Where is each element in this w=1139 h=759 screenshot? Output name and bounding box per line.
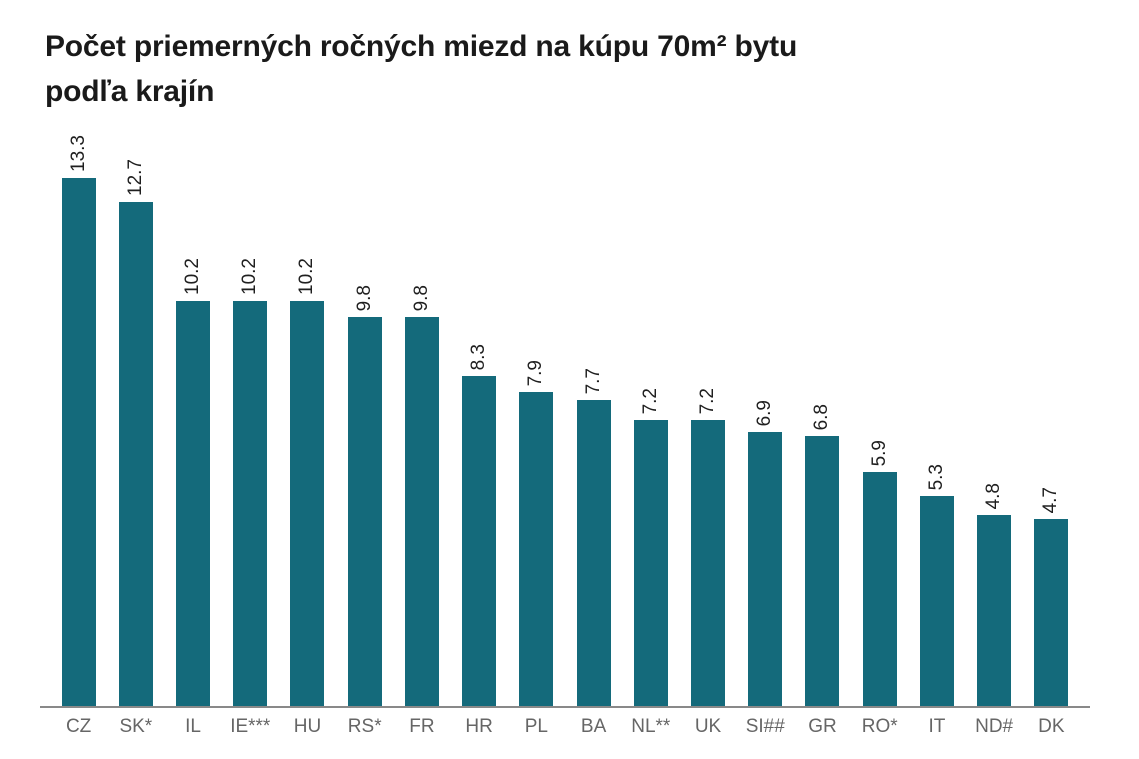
bar[interactable] <box>748 432 783 706</box>
x-axis-label: IE*** <box>230 716 271 737</box>
bar-group: 5.3 <box>908 464 965 706</box>
bar-group: 13.3 <box>50 135 107 706</box>
bar-group: 4.7 <box>1023 487 1080 706</box>
x-axis-labels: CZ SK* IL IE*** HU RS* FR HR PL BA NL** UK SI## GR RO*… <box>40 716 1090 738</box>
bar-group: 12.7 <box>107 159 164 706</box>
bar-group: 7.2 <box>622 388 679 706</box>
bar-group: 7.9 <box>508 360 565 706</box>
x-axis-label: BA <box>580 716 607 737</box>
bar-group: 6.8 <box>794 404 851 706</box>
x-axis-label: HU <box>293 716 322 737</box>
bar-group: 9.8 <box>393 285 450 706</box>
bar-value-label: 5.3 <box>925 463 947 490</box>
bar[interactable] <box>1034 519 1069 706</box>
bar-value-label: 7.9 <box>525 359 547 386</box>
bar[interactable] <box>290 301 325 706</box>
plot-area: 13.3 12.7 10.2 10.2 10.2 9.8 9.8 8.3 7.9 7.7 7.2 7.… <box>40 128 1090 706</box>
bar-group: 8.3 <box>451 344 508 706</box>
x-axis-label: DK <box>1038 716 1065 737</box>
x-axis-label: CZ <box>65 716 92 737</box>
bar-group: 7.2 <box>679 388 736 706</box>
chart-title-line2: podľa krajín <box>45 75 215 108</box>
bar-value-label: 12.7 <box>124 159 146 196</box>
bar[interactable] <box>404 317 439 706</box>
x-axis-label: UK <box>694 716 722 737</box>
chart-title: Počet priemerných ročných miezd na kúpu … <box>45 24 1035 114</box>
bar[interactable] <box>862 472 897 706</box>
bar-group: 10.2 <box>279 258 336 706</box>
bar-value-label: 4.8 <box>983 482 1005 509</box>
bar-value-label: 7.2 <box>639 387 661 414</box>
chart-page: Počet priemerných ročných miezd na kúpu … <box>0 24 1139 759</box>
x-axis-label: NL** <box>631 716 671 737</box>
x-axis-label: IL <box>185 716 201 737</box>
bar-value-label: 8.3 <box>468 343 490 370</box>
bar-value-label: 5.9 <box>868 439 890 466</box>
bar[interactable] <box>61 178 96 706</box>
bar-value-label: 10.2 <box>182 258 204 295</box>
x-axis-label: RS* <box>347 716 382 737</box>
bar[interactable] <box>576 400 611 706</box>
bar[interactable] <box>919 496 954 706</box>
bar-value-label: 9.8 <box>410 284 432 311</box>
x-axis-label: HR <box>465 716 493 737</box>
bar-chart: 13.3 12.7 10.2 10.2 10.2 9.8 9.8 8.3 7.9 7.7 7.2 7.… <box>40 128 1090 738</box>
x-axis-label: SK* <box>119 716 153 737</box>
bar[interactable] <box>233 301 268 706</box>
x-axis-label: SI## <box>745 716 785 737</box>
x-axis-label: PL <box>524 716 548 737</box>
x-axis-label: ND# <box>975 716 1014 737</box>
bar-group: 9.8 <box>336 285 393 706</box>
bar[interactable] <box>347 317 382 706</box>
bar-group: 7.7 <box>565 368 622 706</box>
bar[interactable] <box>176 301 211 706</box>
x-axis-label: IT <box>928 716 946 737</box>
bar-value-label: 4.7 <box>1040 486 1062 513</box>
bar-group: 10.2 <box>222 258 279 706</box>
bar-value-label: 10.2 <box>239 258 261 295</box>
bar-value-label: 6.9 <box>754 399 776 426</box>
bar-value-label: 7.2 <box>697 387 719 414</box>
x-axis-line <box>40 706 1090 708</box>
bar[interactable] <box>633 420 668 706</box>
bar[interactable] <box>462 376 497 706</box>
bar[interactable] <box>519 392 554 706</box>
x-axis-label: RO* <box>861 716 898 737</box>
bar-value-label: 9.8 <box>353 284 375 311</box>
bar-value-label: 13.3 <box>67 135 89 172</box>
bar-value-label: 6.8 <box>811 403 833 430</box>
bar[interactable] <box>691 420 726 706</box>
bar[interactable] <box>977 515 1012 706</box>
x-axis-label: GR <box>808 716 837 737</box>
bar[interactable] <box>805 436 840 706</box>
x-axis-label: FR <box>409 716 435 737</box>
bar-value-label: 10.2 <box>296 258 318 295</box>
bar-group: 5.9 <box>851 440 908 706</box>
bar-group: 10.2 <box>164 258 221 706</box>
bar-value-label: 7.7 <box>582 367 604 394</box>
bar-group: 6.9 <box>737 400 794 706</box>
bar-group: 4.8 <box>966 483 1023 706</box>
chart-title-line1: Počet priemerných ročných miezd na kúpu … <box>45 30 798 63</box>
bar[interactable] <box>118 202 153 706</box>
